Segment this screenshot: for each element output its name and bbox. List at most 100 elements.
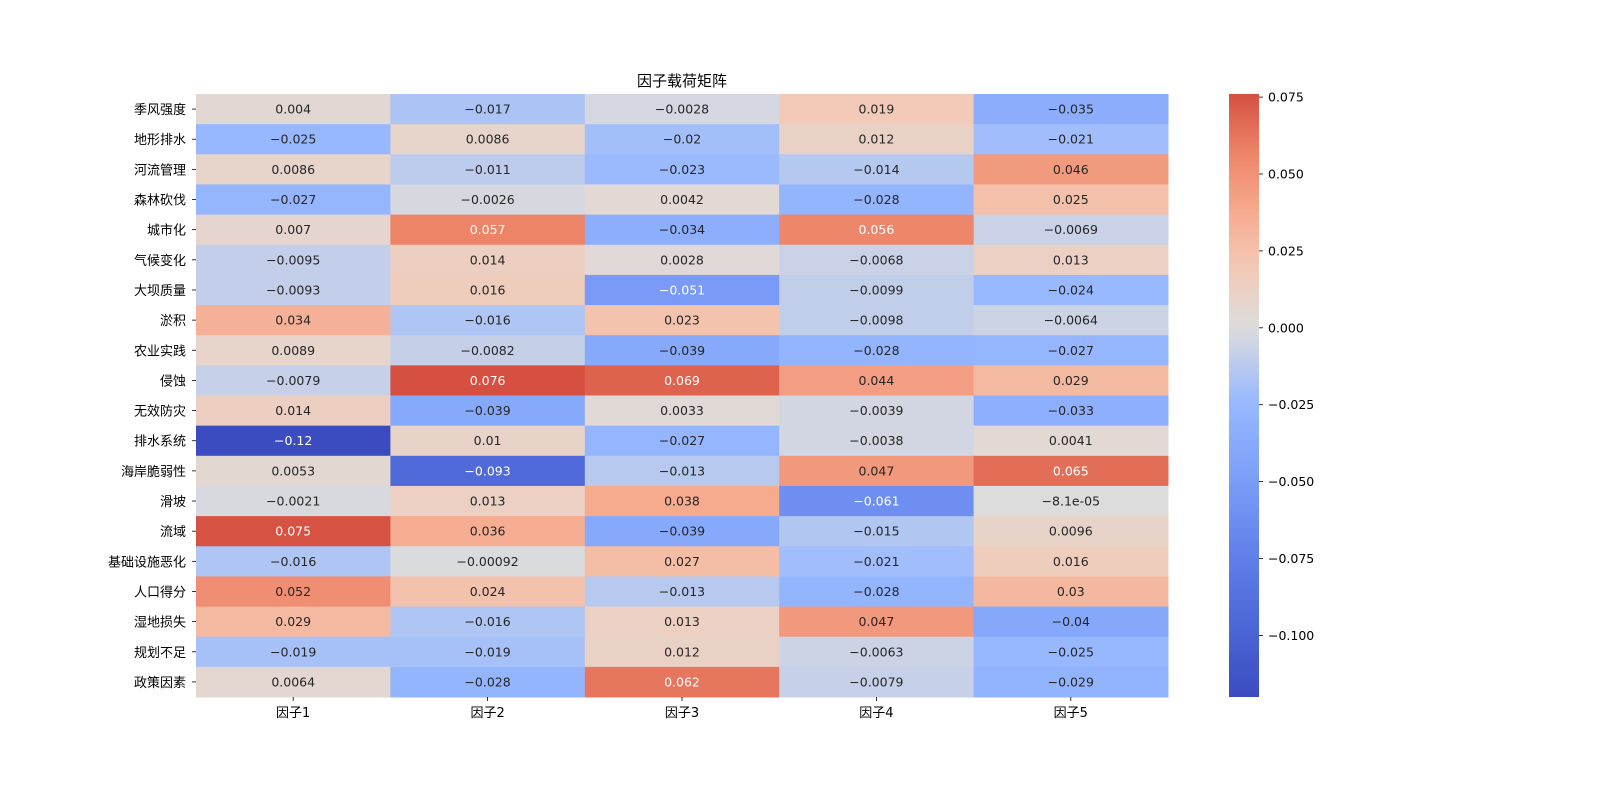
heatmap-cell (196, 485, 391, 517)
heatmap-cell (779, 335, 975, 366)
heatmap-cell (584, 154, 780, 185)
heatmap-cell (584, 516, 780, 547)
y-tick-label: 排水系统 (134, 435, 186, 450)
heatmap-cell (196, 274, 391, 306)
heatmap-cell (973, 425, 1169, 457)
cell-value-label: −0.02 (663, 132, 701, 147)
heatmap-cell-labels: 0.004 −0.017 −0.0028 0.019 −0.035 −0.025 0.008… (266, 102, 1100, 690)
heatmap-cell (196, 395, 391, 427)
cell-value-label: 0.007 (275, 222, 311, 237)
heatmap-cell (584, 395, 780, 427)
y-tick-label: 淤积 (160, 314, 186, 329)
cell-value-label: −0.013 (659, 584, 705, 599)
heatmap-cell (779, 94, 975, 125)
heatmap-cell (973, 455, 1169, 487)
heatmap-cell (973, 305, 1169, 336)
heatmap-cell (973, 335, 1169, 366)
cell-value-label: 0.016 (470, 282, 506, 297)
cell-value-label: −0.021 (853, 554, 899, 569)
cell-value-label: 0.0086 (271, 162, 315, 177)
heatmap-cell (973, 546, 1169, 577)
y-tick-label: 基础设施恶化 (108, 555, 186, 570)
heatmap-cell (196, 546, 391, 577)
heatmap-cell (584, 636, 780, 668)
cell-value-label: 0.004 (275, 102, 311, 117)
cell-value-label: −0.033 (1048, 403, 1094, 418)
cell-value-label: 0.075 (275, 524, 311, 539)
cell-value-label: −0.093 (464, 463, 510, 478)
heatmap-cell (390, 305, 586, 336)
heatmap-cell (584, 576, 780, 608)
cell-value-label: 0.0041 (1049, 433, 1093, 448)
heatmap-cell (973, 244, 1169, 276)
heatmap-cell (584, 305, 780, 336)
cell-value-label: 0.027 (664, 554, 700, 569)
cell-value-label: 0.023 (664, 313, 700, 328)
cell-value-label: −0.061 (853, 494, 899, 509)
colorbar-tick-label: −0.050 (1268, 474, 1314, 489)
heatmap-cell (779, 576, 975, 608)
heatmap-cell (584, 94, 780, 125)
cell-value-label: −0.027 (1048, 343, 1094, 358)
cell-value-label: 0.0086 (466, 132, 510, 147)
cell-value-label: −0.0028 (655, 102, 709, 117)
heatmap-cell (779, 395, 975, 427)
heatmap-cells (196, 94, 1169, 698)
cell-value-label: 0.0028 (660, 252, 704, 267)
heatmap-cell (196, 184, 391, 216)
cell-value-label: −0.0021 (266, 494, 320, 509)
y-tick-label: 季风强度 (134, 102, 186, 118)
cell-value-label: 0.0096 (1049, 524, 1093, 539)
heatmap-cell (196, 425, 391, 457)
cell-value-label: −0.039 (659, 524, 705, 539)
cell-value-label: 0.036 (470, 524, 506, 539)
cell-value-label: 0.014 (275, 403, 311, 418)
heatmap-cell (196, 124, 391, 155)
heatmap-cell (973, 184, 1169, 216)
cell-value-label: 0.0053 (271, 463, 315, 478)
heatmap-cell (390, 546, 586, 577)
y-tick-label: 地形排水 (134, 133, 186, 148)
cell-value-label: 0.014 (470, 252, 506, 267)
heatmap-cell (779, 606, 975, 638)
colorbar-tick-label: −0.100 (1268, 628, 1314, 643)
heatmap-cell (390, 365, 586, 396)
heatmap-cell (196, 94, 391, 125)
cell-value-label: 0.047 (859, 614, 895, 629)
x-axis: 因子1 因子2 因子3 因子4 因子5 (276, 697, 1088, 721)
y-tick-label: 政策因素 (134, 675, 186, 691)
heatmap-cell (973, 485, 1169, 517)
heatmap-cell (196, 365, 391, 396)
heatmap-cell (390, 94, 586, 125)
cell-value-label: 0.034 (275, 313, 311, 328)
cell-value-label: −0.0026 (460, 192, 514, 207)
heatmap-cell (779, 636, 975, 668)
cell-value-label: −0.021 (1048, 132, 1094, 147)
cell-value-label: −0.0079 (266, 373, 320, 388)
cell-value-label: −0.016 (270, 554, 316, 569)
heatmap-cell (390, 516, 586, 547)
cell-value-label: −0.0039 (849, 403, 903, 418)
cell-value-label: 0.0042 (660, 192, 704, 207)
heatmap-cell (196, 214, 391, 246)
cell-value-label: −0.028 (853, 192, 899, 207)
colorbar-tick-label: 0.000 (1268, 320, 1304, 335)
cell-value-label: −0.0079 (849, 674, 903, 689)
cell-value-label: 0.012 (664, 644, 700, 659)
cell-value-label: −0.0068 (849, 252, 903, 267)
y-tick-label: 侵蚀 (160, 373, 186, 389)
heatmap-cell (584, 485, 780, 517)
cell-value-label: 0.016 (1053, 554, 1089, 569)
cell-value-label: −0.04 (1052, 614, 1090, 629)
cell-value-label: −0.00092 (457, 554, 519, 569)
cell-value-label: −0.0064 (1044, 313, 1098, 328)
heatmap-cell (973, 274, 1169, 306)
heatmap-cell (390, 124, 586, 155)
heatmap-cell (196, 636, 391, 668)
cell-value-label: 0.038 (664, 494, 700, 509)
y-tick-label: 海岸脆弱性 (121, 464, 186, 480)
cell-value-label: −0.0098 (849, 313, 903, 328)
heatmap-cell (390, 274, 586, 306)
cell-value-label: −0.0038 (849, 433, 903, 448)
